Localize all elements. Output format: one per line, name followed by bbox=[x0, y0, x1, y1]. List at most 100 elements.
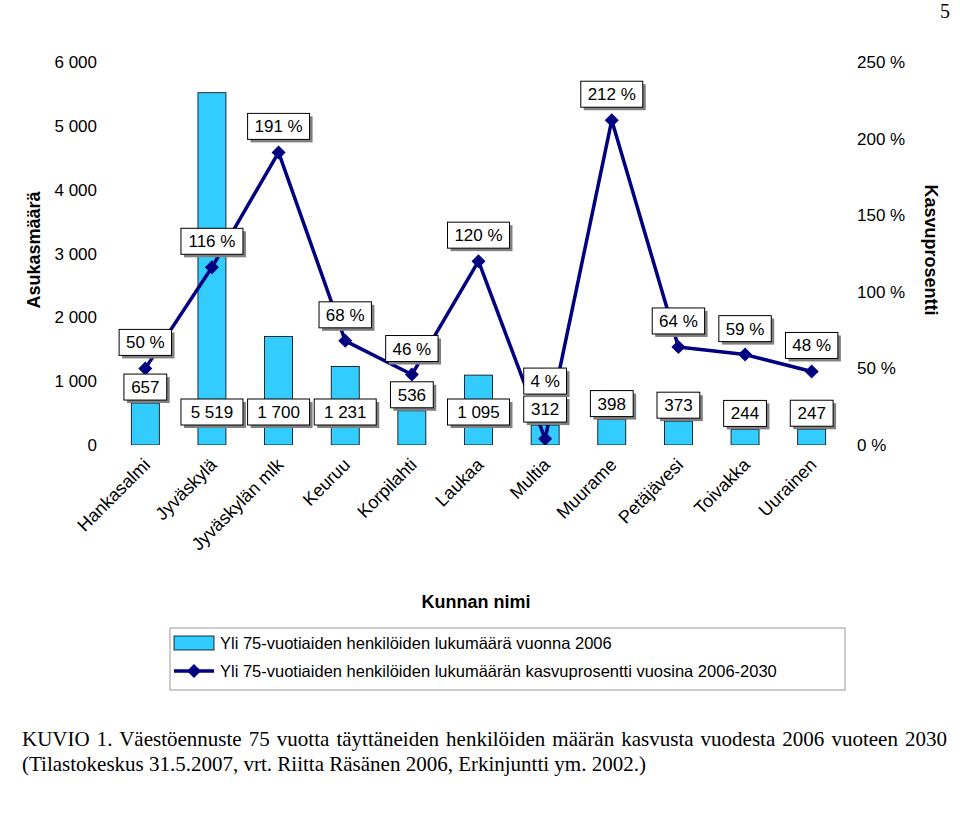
caption: KUVIO 1. Väestöennuste 75 vuotta täyttän… bbox=[22, 727, 947, 777]
line-label: 116 % bbox=[188, 232, 235, 251]
line-label: 64 % bbox=[659, 312, 698, 331]
line-label: 68 % bbox=[326, 306, 365, 325]
bar-label: 398 bbox=[598, 395, 626, 414]
bar-label: 247 bbox=[797, 404, 825, 423]
line-label: 120 % bbox=[454, 226, 502, 245]
bar bbox=[398, 411, 426, 445]
y2-tick-label: 0 % bbox=[857, 436, 886, 455]
plot-marks bbox=[131, 93, 825, 445]
bar-label: 244 bbox=[731, 404, 759, 423]
y2-tick-label: 150 % bbox=[857, 206, 905, 225]
y-tick-label: 2 000 bbox=[54, 308, 97, 327]
line-label-box bbox=[119, 329, 171, 355]
line-label-box bbox=[248, 113, 310, 139]
bar-label-box bbox=[390, 382, 433, 408]
line-marker bbox=[805, 364, 819, 378]
chart: 01 0002 0003 0004 0005 0006 0000 %50 %10… bbox=[0, 0, 960, 720]
legend-marker bbox=[187, 664, 201, 678]
bar-label: 312 bbox=[531, 400, 559, 419]
bar-label: 536 bbox=[398, 386, 426, 405]
bar-label: 1 231 bbox=[324, 403, 367, 422]
bar-label-box bbox=[590, 391, 633, 417]
bar-label-box bbox=[314, 399, 376, 425]
x-tick-label: Laukaa bbox=[431, 454, 488, 511]
bar bbox=[531, 425, 559, 445]
line-marker bbox=[605, 113, 619, 127]
x-tick-label: Jyväskylä bbox=[151, 454, 221, 524]
bar-label-box bbox=[724, 400, 767, 426]
y2-tick-label: 50 % bbox=[857, 359, 896, 378]
legend: Yli 75-vuotiaiden henkilöiden lukumäärä … bbox=[170, 628, 845, 690]
y-axis-title: Asukasmäärä bbox=[24, 190, 44, 308]
bar-label-box bbox=[657, 392, 700, 418]
line-label-box bbox=[319, 302, 371, 328]
x-tick-label: Keuruu bbox=[299, 455, 354, 510]
line bbox=[145, 120, 811, 439]
bar-label: 5 519 bbox=[191, 403, 234, 422]
line-label: 4 % bbox=[530, 372, 559, 391]
line-label-box bbox=[652, 308, 704, 334]
line-marker bbox=[405, 368, 419, 382]
legend-swatch bbox=[174, 636, 214, 650]
x-tick-label: Muurame bbox=[553, 455, 621, 523]
line-label-box bbox=[386, 336, 438, 362]
x-tick-label: Petäjävesi bbox=[614, 455, 687, 528]
x-tick-label: Hankasalmi bbox=[74, 455, 155, 536]
bar-label-box bbox=[524, 396, 567, 422]
line-label-box bbox=[719, 316, 771, 342]
bar-label-box bbox=[181, 399, 243, 425]
y2-tick-label: 200 % bbox=[857, 130, 905, 149]
bar bbox=[798, 429, 826, 445]
bar-label-box bbox=[448, 399, 510, 425]
line-label-box bbox=[448, 222, 510, 248]
x-tick-label: Jyväskylän mlk bbox=[188, 454, 288, 554]
bar-label: 373 bbox=[664, 396, 692, 415]
line-marker bbox=[205, 260, 219, 274]
bar-label-box bbox=[248, 399, 310, 425]
line-label-box bbox=[785, 332, 837, 358]
y-tick-label: 1 000 bbox=[54, 372, 97, 391]
line-label: 50 % bbox=[126, 333, 165, 352]
bar-label: 1 095 bbox=[457, 403, 500, 422]
bar-label-box bbox=[790, 400, 833, 426]
y-tick-label: 4 000 bbox=[54, 181, 97, 200]
line-marker bbox=[671, 340, 685, 354]
line-label-box bbox=[581, 81, 643, 107]
line-marker bbox=[472, 254, 486, 268]
legend-label: Yli 75-vuotiaiden henkilöiden lukumäärä … bbox=[220, 634, 612, 652]
bar-label: 657 bbox=[131, 378, 159, 397]
line-marker bbox=[538, 432, 552, 445]
line-marker bbox=[738, 348, 752, 362]
x-tick-label: Korpilahti bbox=[353, 455, 420, 522]
x-tick-label: Uurainen bbox=[755, 455, 821, 521]
x-tick-label: Toivakka bbox=[690, 454, 754, 518]
line-marker bbox=[338, 334, 352, 348]
y2-tick-label: 100 % bbox=[857, 283, 905, 302]
bar bbox=[598, 420, 626, 445]
y2-axis-title: Kasvuprosentti bbox=[921, 184, 941, 315]
x-tick-label: Multia bbox=[506, 454, 555, 503]
bar bbox=[664, 421, 692, 445]
bar-label: 1 700 bbox=[257, 403, 300, 422]
bar bbox=[131, 403, 159, 445]
line-marker bbox=[272, 145, 286, 159]
data-labels: 657 5 519 1 700 1 231 536 1 095 312 398 373 244 24… bbox=[119, 81, 841, 429]
line-label: 46 % bbox=[392, 340, 431, 359]
line-label: 48 % bbox=[792, 336, 831, 355]
y-tick-label: 6 000 bbox=[54, 53, 97, 72]
y-tick-label: 3 000 bbox=[54, 245, 97, 264]
bar bbox=[198, 93, 226, 445]
bar bbox=[731, 429, 759, 445]
bar-label-box bbox=[124, 374, 167, 400]
line-label-box bbox=[524, 368, 567, 394]
page-number: 5 bbox=[940, 0, 950, 23]
x-axis-title: Kunnan nimi bbox=[422, 592, 531, 612]
legend-box bbox=[170, 628, 845, 690]
line-label-box bbox=[181, 228, 243, 254]
bar bbox=[265, 336, 293, 445]
line-label: 59 % bbox=[726, 320, 765, 339]
line-label: 191 % bbox=[254, 117, 302, 136]
line-label: 212 % bbox=[588, 85, 636, 104]
line-marker bbox=[138, 361, 152, 375]
legend-label: Yli 75-vuotiaiden henkilöiden lukumäärän… bbox=[220, 662, 777, 680]
